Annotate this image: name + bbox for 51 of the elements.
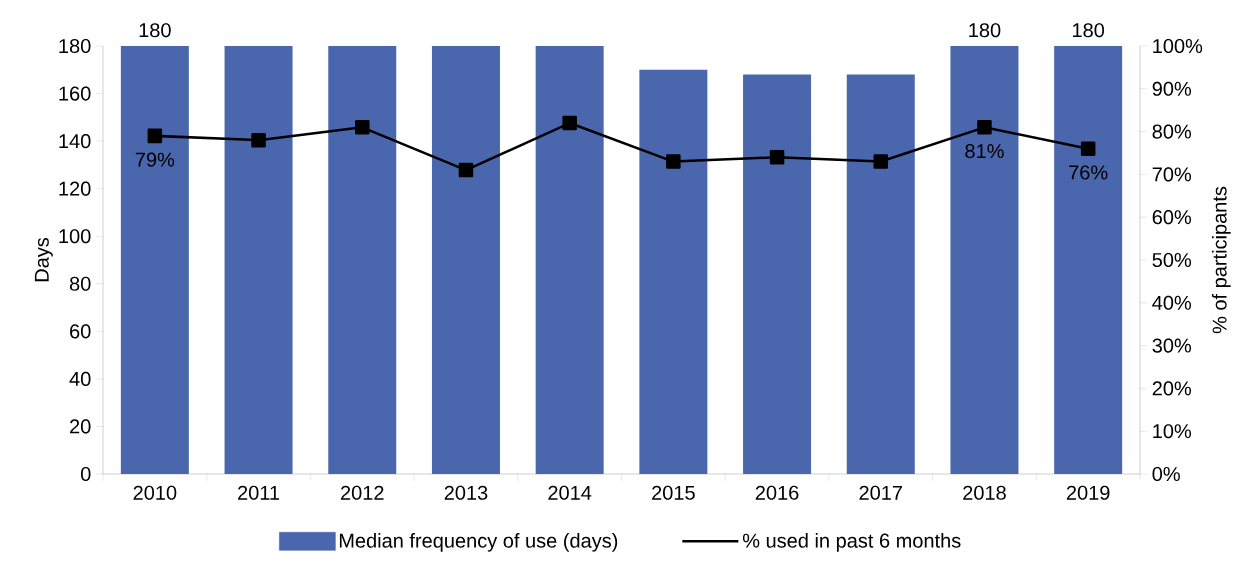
- point: [873, 154, 889, 169]
- y2-tick-label: 40%: [1152, 295, 1192, 310]
- y-tick-label: 180: [59, 38, 91, 54]
- point: [977, 120, 992, 135]
- data-label: 180: [1073, 23, 1105, 38]
- y-tick-label: 40: [69, 371, 91, 386]
- legend-label: % used in past 6 months: [742, 533, 961, 552]
- data-label: 180: [139, 23, 171, 38]
- y2-tick-label: 20%: [1152, 381, 1192, 396]
- x-tick-label: 2014: [548, 485, 592, 500]
- y2-tick-label: 100%: [1153, 38, 1203, 54]
- y-tick-label: 20: [70, 419, 91, 434]
- x-tick-label: 2016: [755, 485, 799, 500]
- y2-tick-label: 90%: [1152, 81, 1192, 96]
- y2-axis-title: % of participants: [1211, 186, 1231, 334]
- y2-tick-label: 10%: [1153, 424, 1192, 439]
- y2-tick-label: 50%: [1152, 252, 1192, 268]
- data-label: 79%: [135, 152, 175, 167]
- y-tick-label: 160: [59, 86, 91, 101]
- y-tick-label: 100: [59, 229, 91, 244]
- data-label: 180: [969, 23, 1001, 38]
- point: [1080, 141, 1096, 156]
- y2-tick-label: 60%: [1152, 210, 1192, 225]
- y2-tick-label: 0%: [1152, 466, 1180, 482]
- x-tick-label: 2013: [444, 485, 488, 500]
- y2-tick-label: 30%: [1152, 338, 1192, 353]
- x-tick-label: 2019: [1066, 485, 1110, 500]
- y-tick-label: 60: [70, 324, 91, 339]
- y-tick-label: 120: [59, 181, 91, 196]
- data-label: 76%: [1069, 165, 1108, 180]
- x-tick-label: 2015: [652, 485, 695, 500]
- y-tick-label: 80: [69, 276, 91, 291]
- point: [147, 128, 163, 144]
- y-tick-label: 140: [59, 134, 91, 149]
- y-axis-title: Days: [34, 237, 53, 282]
- x-tick-label: 2012: [341, 485, 384, 500]
- point: [355, 120, 370, 135]
- point: [458, 162, 474, 178]
- point: [769, 150, 785, 165]
- y-tick-label: 0: [80, 466, 91, 482]
- x-tick-label: 2010: [133, 485, 177, 500]
- point: [666, 154, 681, 169]
- data-label: 81%: [965, 144, 1004, 159]
- x-tick-label: 2017: [859, 485, 902, 500]
- point: [251, 132, 266, 148]
- y2-tick-label: 70%: [1152, 167, 1192, 182]
- y2-tick-label: 80%: [1152, 124, 1192, 139]
- point: [562, 115, 577, 131]
- x-tick-label: 2011: [238, 485, 280, 500]
- x-tick-label: 2018: [963, 485, 1006, 500]
- legend-label: Median frequency of use (days): [339, 533, 618, 552]
